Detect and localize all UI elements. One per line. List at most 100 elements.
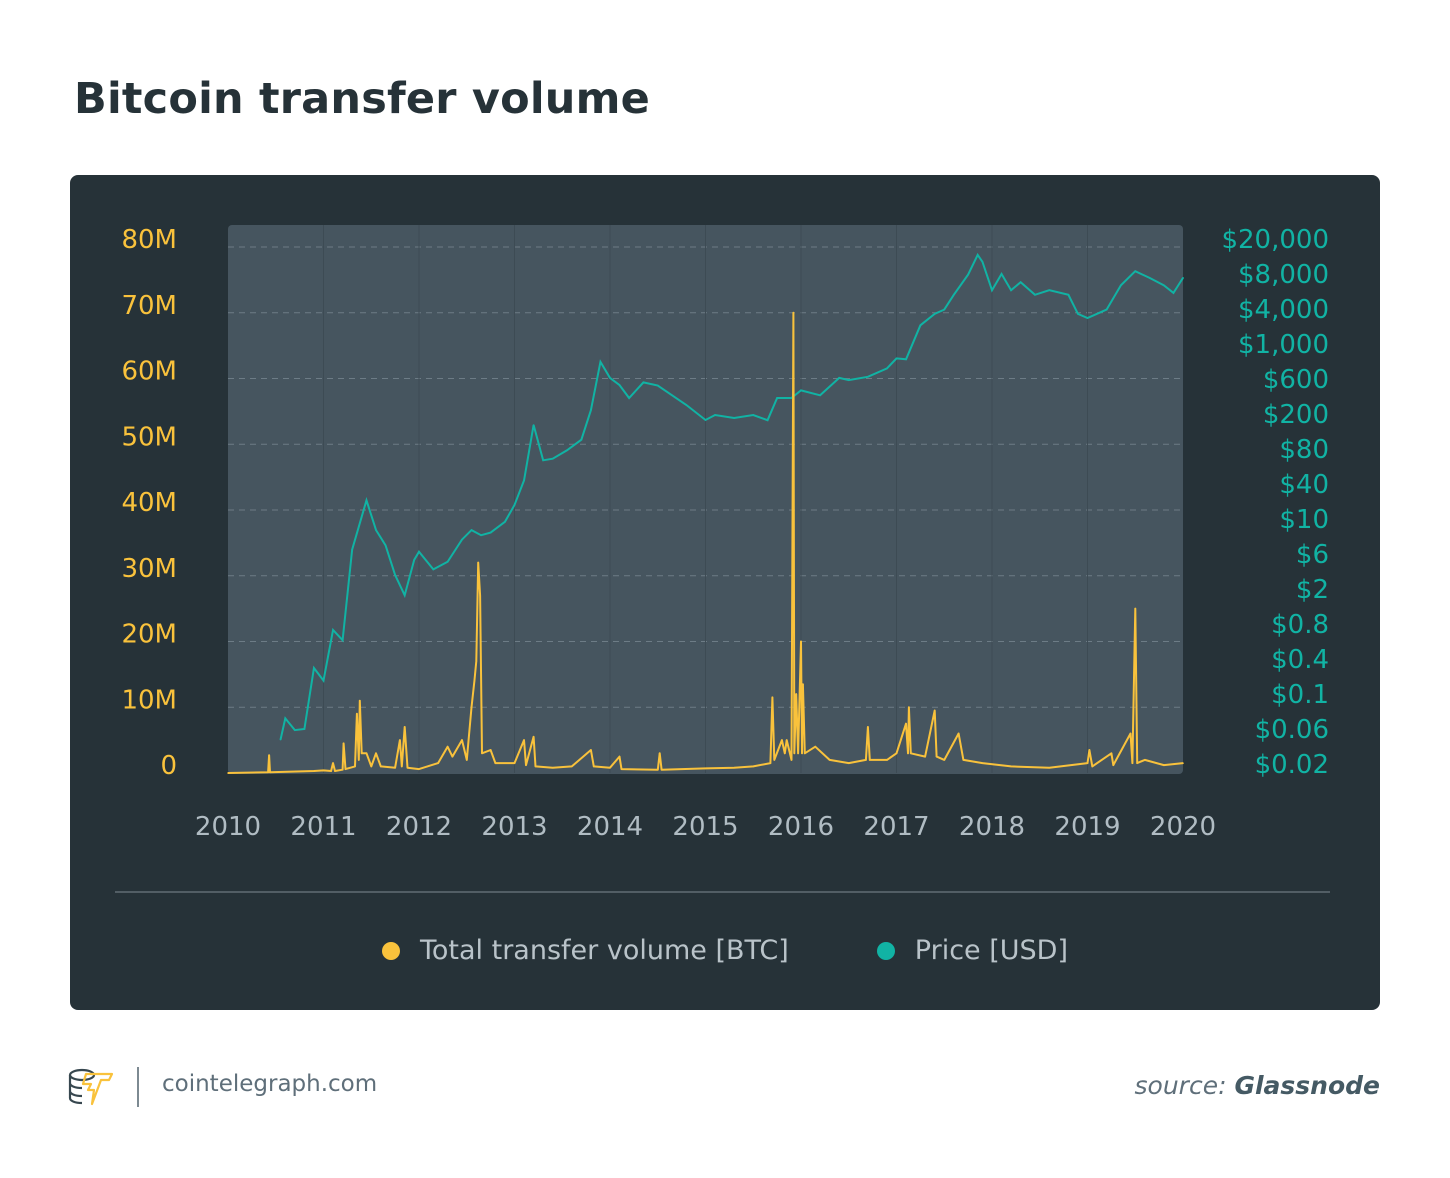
right-axis-tick-label: $0.4 — [1271, 645, 1329, 675]
price-point — [991, 289, 993, 292]
volume-point — [534, 765, 537, 768]
volume-point — [269, 771, 271, 774]
volume-point — [620, 768, 623, 770]
volume-point — [868, 759, 871, 761]
volume-point — [418, 768, 420, 770]
source-credit: source: Glassnode — [1135, 1071, 1381, 1100]
volume-point — [618, 755, 621, 758]
price-point — [1077, 313, 1079, 315]
x-axis-tick-label: 2020 — [1150, 812, 1216, 842]
price-point — [671, 394, 673, 397]
volume-point — [470, 706, 473, 709]
volume-point — [592, 765, 595, 768]
price-point — [446, 560, 449, 563]
price-point — [313, 667, 315, 669]
right-axis-tick-label: $200 — [1263, 400, 1329, 430]
volume-point — [479, 594, 481, 597]
x-axis-tick-label: 2015 — [672, 812, 738, 842]
volume-point — [943, 759, 946, 761]
volume-point — [446, 745, 449, 748]
volume-point — [380, 765, 382, 768]
volume-point — [494, 762, 497, 764]
left-axis-tick-label: 70M — [121, 291, 177, 321]
volume-point — [227, 772, 229, 774]
price-point — [341, 639, 344, 642]
volume-point — [473, 680, 476, 682]
volume-point — [403, 726, 406, 728]
right-axis-tick-label: $4,000 — [1238, 295, 1329, 325]
x-axis-tick-label: 2014 — [577, 812, 643, 842]
volume-point — [935, 755, 938, 758]
price-point — [1086, 317, 1089, 319]
volume-point — [358, 699, 361, 702]
volume-point — [933, 709, 936, 712]
price-point — [1163, 284, 1165, 287]
volume-point — [513, 762, 516, 764]
volume-point — [344, 768, 347, 770]
volume-point — [847, 762, 850, 764]
volume-point — [910, 752, 912, 755]
volume-point — [525, 764, 527, 766]
volume-point — [523, 739, 525, 741]
price-point — [1182, 277, 1184, 279]
price-point — [714, 414, 716, 416]
x-axis-tick-label: 2018 — [959, 812, 1025, 842]
right-axis-tick-label: $20,000 — [1221, 225, 1329, 255]
volume-point — [477, 561, 480, 564]
volume-point — [1086, 762, 1089, 764]
price-point — [413, 559, 416, 561]
volume-point — [375, 752, 377, 755]
source-prefix: source: — [1134, 1071, 1227, 1100]
right-axis-tick-label: $0.1 — [1271, 680, 1329, 710]
volume-point — [905, 722, 907, 725]
price-point — [656, 384, 659, 387]
price-point — [551, 457, 554, 460]
volume-point — [658, 752, 661, 755]
right-axis-tick-label: $0.8 — [1271, 610, 1329, 640]
right-axis-tick-label: $80 — [1279, 435, 1329, 465]
volume-point — [814, 745, 817, 748]
price-point — [504, 520, 506, 523]
volume-point — [334, 770, 336, 772]
volume-point — [773, 759, 776, 761]
x-axis-tick-label: 2012 — [386, 812, 452, 842]
volume-point — [660, 768, 663, 771]
x-axis-tick-label: 2019 — [1054, 812, 1120, 842]
price-point — [766, 419, 769, 422]
price-point — [867, 375, 869, 378]
page-title: Bitcoin transfer volume — [74, 74, 650, 124]
legend-label: Total transfer volume [BTC] — [419, 935, 789, 966]
volume-point — [828, 759, 831, 761]
volume-point — [800, 640, 802, 643]
right-axis-tick-label: $0.02 — [1255, 750, 1329, 780]
volume-point — [785, 739, 788, 741]
price-point — [895, 357, 898, 360]
price-point — [432, 568, 435, 571]
right-axis-tick-label: $600 — [1263, 365, 1329, 395]
price-point — [776, 397, 778, 399]
price-point — [953, 293, 955, 296]
volume-point — [354, 765, 356, 768]
price-point — [480, 534, 482, 536]
volume-point — [356, 713, 358, 715]
x-axis-tick-label: 2017 — [863, 812, 929, 842]
volume-point — [790, 759, 793, 761]
left-axis-tick-label: 10M — [121, 685, 177, 715]
volume-point — [907, 752, 909, 755]
left-axis-tick-label: 50M — [121, 422, 177, 452]
price-point — [981, 261, 984, 263]
right-axis-tick-label: $10 — [1279, 505, 1329, 535]
price-point — [1000, 273, 1003, 275]
volume-point — [268, 754, 270, 757]
volume-point — [1088, 749, 1091, 751]
price-point — [790, 397, 793, 399]
volume-point — [886, 759, 888, 761]
price-point — [752, 414, 755, 416]
x-axis-tick-label: 2016 — [768, 812, 834, 842]
price-point — [332, 629, 334, 631]
volume-point — [365, 752, 368, 755]
price-point — [642, 381, 645, 384]
price-point — [905, 358, 907, 361]
price-point — [279, 738, 282, 741]
